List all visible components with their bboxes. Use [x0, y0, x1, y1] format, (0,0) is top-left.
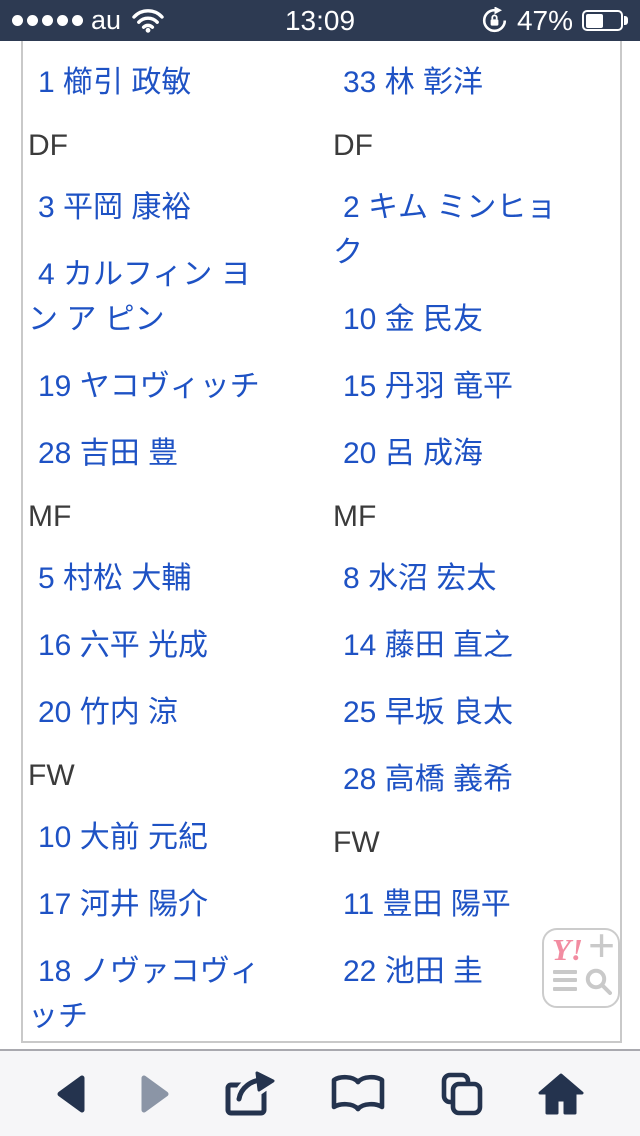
menu-icon [553, 969, 577, 996]
signal-dot [12, 15, 23, 26]
search-icon [584, 967, 612, 1000]
plus-icon: + [588, 919, 615, 971]
roster-column-right: 33 林 彰洋 DF 2 キム ミンヒョク 10 金 民友 15 丹羽 竜平 20 呂 成… [328, 60, 618, 1041]
tabs-button[interactable] [440, 1071, 484, 1117]
player-link[interactable]: 17 河井 陽介 [38, 888, 209, 921]
player-link[interactable]: 28 吉田 豊 [38, 437, 179, 470]
forward-icon [140, 1074, 170, 1114]
browser-toolbar [0, 1049, 640, 1136]
player-link[interactable]: 8 水沼 宏太 [343, 562, 497, 595]
yahoo-widget-button[interactable]: Y! + [542, 922, 620, 1008]
player-link[interactable]: 15 丹羽 竜平 [343, 370, 514, 403]
player-link[interactable]: 5 村松 大輔 [38, 562, 192, 595]
player-link[interactable]: 16 六平 光成 [38, 629, 209, 662]
position-header: FW [333, 826, 380, 859]
player-link[interactable]: 20 呂 成海 [343, 437, 484, 470]
carrier-label: au [91, 5, 122, 35]
home-icon [538, 1073, 584, 1115]
position-header: DF [28, 129, 68, 162]
player-link[interactable]: 22 池田 圭 [343, 955, 484, 988]
roster-page: 1 櫛引 政敏 DF 3 平岡 康裕 4 カルフィン ヨン ア ピン 19 ヤコヴィッチ… [21, 41, 622, 1043]
bookmarks-button[interactable] [330, 1073, 386, 1115]
yahoo-logo: Y! [552, 932, 583, 967]
signal-dot [27, 15, 38, 26]
battery-icon [582, 10, 628, 31]
status-bar: au 13:09 47% [0, 0, 640, 41]
player-link[interactable]: 14 藤田 直之 [343, 629, 514, 662]
signal-dots-icon [12, 15, 83, 26]
player-link[interactable]: 19 ヤコヴィッチ [38, 370, 260, 403]
back-button[interactable] [56, 1074, 86, 1114]
position-header: MF [28, 500, 72, 533]
player-link[interactable]: 3 平岡 康裕 [38, 191, 192, 224]
forward-button[interactable] [140, 1074, 170, 1114]
player-link[interactable]: 33 林 彰洋 [343, 66, 484, 99]
home-button[interactable] [538, 1073, 584, 1115]
bookmarks-icon [330, 1073, 386, 1115]
player-link[interactable]: 25 早坂 良太 [343, 696, 514, 729]
player-link[interactable]: 10 大前 元紀 [38, 821, 209, 854]
share-icon [224, 1070, 276, 1117]
player-link[interactable]: 2 キム ミンヒョク [333, 191, 557, 269]
clock: 13:09 [284, 4, 356, 36]
battery-percent-label: 47% [516, 4, 573, 36]
signal-dot [57, 15, 68, 26]
player-link[interactable]: 28 高橋 義希 [343, 763, 514, 796]
share-button[interactable] [224, 1070, 276, 1117]
tabs-icon [440, 1071, 484, 1117]
player-link[interactable]: 20 竹内 涼 [38, 696, 179, 729]
player-link[interactable]: 1 櫛引 政敏 [38, 66, 192, 99]
position-header: MF [333, 500, 377, 533]
position-header: DF [333, 129, 373, 162]
player-link[interactable]: 11 豊田 陽平 [343, 888, 511, 921]
wifi-icon [131, 8, 165, 33]
signal-dot [72, 15, 83, 26]
back-icon [56, 1074, 86, 1114]
player-link[interactable]: 4 カルフィン ヨン ア ピン [28, 258, 251, 336]
player-link[interactable]: 10 金 民友 [343, 303, 484, 336]
signal-dot [42, 15, 53, 26]
rotation-lock-icon [481, 7, 508, 34]
position-header: FW [28, 759, 75, 792]
player-link[interactable]: 18 ノヴァコヴィッチ [28, 955, 260, 1033]
roster-column-left: 1 櫛引 政敏 DF 3 平岡 康裕 4 カルフィン ヨン ア ピン 19 ヤコヴィッチ… [23, 60, 328, 1041]
